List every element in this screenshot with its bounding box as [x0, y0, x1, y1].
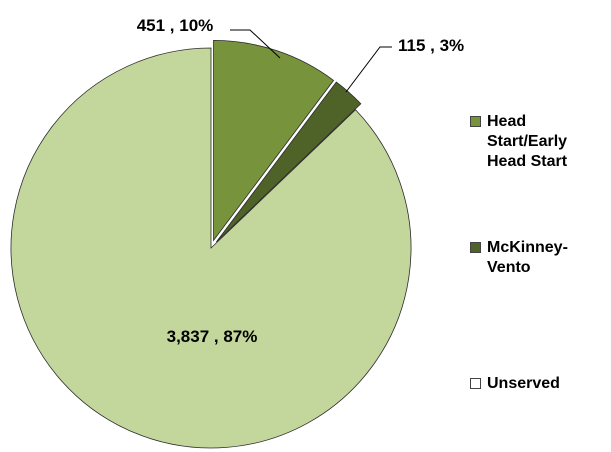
legend-swatch	[470, 378, 481, 389]
legend-swatch	[470, 242, 481, 253]
leader-line	[230, 29, 281, 59]
legend-swatch	[470, 116, 481, 127]
data-label: 115 , 3%	[398, 36, 465, 55]
legend-item: McKinney-Vento	[470, 238, 610, 278]
legend-label: Unserved	[487, 375, 560, 392]
legend-item: Unserved	[470, 374, 610, 394]
legend-label: Head Start/Early Head Start	[487, 113, 568, 170]
pie-slice	[10, 47, 412, 449]
data-label: 451 , 10%	[136, 16, 214, 35]
leader-line	[345, 46, 392, 93]
data-label: 3,837 , 87%	[166, 327, 258, 346]
legend-label: McKinney-Vento	[487, 239, 568, 276]
pie-slice	[213, 40, 335, 242]
pie-slice	[215, 81, 362, 243]
legend-item: Head Start/Early Head Start	[470, 112, 610, 172]
